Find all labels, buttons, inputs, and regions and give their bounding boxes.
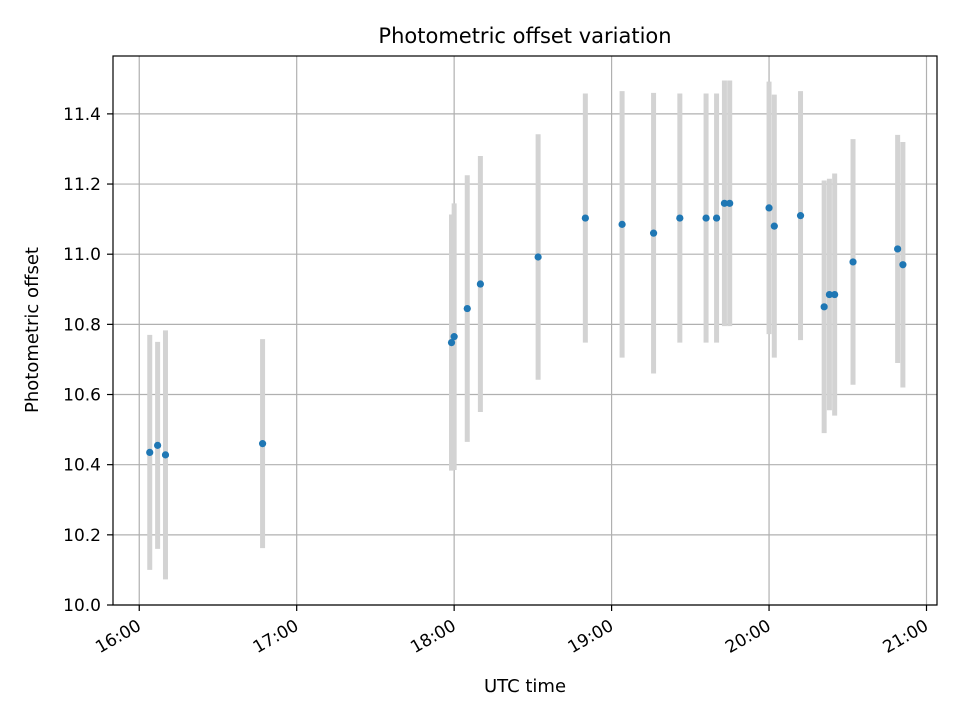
x-tick-label: 20:00 bbox=[722, 616, 774, 658]
chart-title: Photometric offset variation bbox=[378, 24, 671, 48]
plot-frame bbox=[112, 55, 938, 606]
x-tick-label: 21:00 bbox=[880, 616, 932, 658]
x-axis-ticks: 16:00 17:00 18:00 19:00 20:00 21:00 bbox=[92, 605, 932, 658]
y-axis-label: Photometric offset bbox=[22, 247, 43, 413]
y-tick-label: 11.0 bbox=[63, 245, 101, 265]
data-point bbox=[820, 303, 828, 311]
data-point bbox=[894, 245, 902, 253]
data-point bbox=[825, 290, 834, 299]
data-point bbox=[720, 199, 729, 207]
x-tick-label: 17:00 bbox=[250, 616, 302, 658]
data-point bbox=[712, 214, 721, 222]
x-tick-label: 16:00 bbox=[92, 616, 144, 658]
y-tick-label: 11.2 bbox=[63, 175, 101, 195]
data-point bbox=[258, 440, 267, 448]
y-tick-label: 11.4 bbox=[63, 105, 101, 125]
data-point bbox=[476, 280, 484, 288]
data-point bbox=[161, 451, 170, 459]
data-point bbox=[463, 304, 471, 313]
y-tick-label: 10.0 bbox=[63, 596, 101, 616]
data-point bbox=[146, 448, 154, 457]
data-point bbox=[581, 214, 589, 222]
data-point bbox=[765, 204, 773, 212]
y-tick-label: 10.6 bbox=[63, 386, 101, 406]
data-point bbox=[649, 229, 658, 237]
error-bars bbox=[147, 80, 906, 580]
y-tick-label: 10.2 bbox=[63, 526, 101, 546]
data-point bbox=[447, 339, 456, 347]
data-point bbox=[450, 333, 458, 341]
data-point bbox=[770, 222, 778, 230]
x-tick-label: 19:00 bbox=[565, 616, 617, 658]
data-point bbox=[796, 212, 805, 220]
data-points bbox=[146, 199, 907, 459]
data-point bbox=[726, 199, 734, 207]
data-point bbox=[849, 258, 857, 266]
data-point bbox=[702, 214, 710, 222]
data-point bbox=[899, 261, 907, 269]
y-tick-label: 10.4 bbox=[63, 456, 101, 476]
x-axis-label: UTC time bbox=[484, 676, 566, 697]
data-point bbox=[831, 290, 839, 299]
data-point bbox=[534, 253, 542, 261]
x-tick-label: 18:00 bbox=[407, 616, 459, 658]
grid-lines bbox=[113, 56, 937, 606]
data-point bbox=[618, 220, 626, 228]
y-axis-ticks: 10.0 10.2 10.4 10.6 10.8 11.0 11.2 11.4 bbox=[63, 105, 113, 616]
data-point bbox=[154, 441, 162, 449]
data-point bbox=[676, 214, 684, 222]
y-tick-label: 10.8 bbox=[63, 315, 101, 335]
